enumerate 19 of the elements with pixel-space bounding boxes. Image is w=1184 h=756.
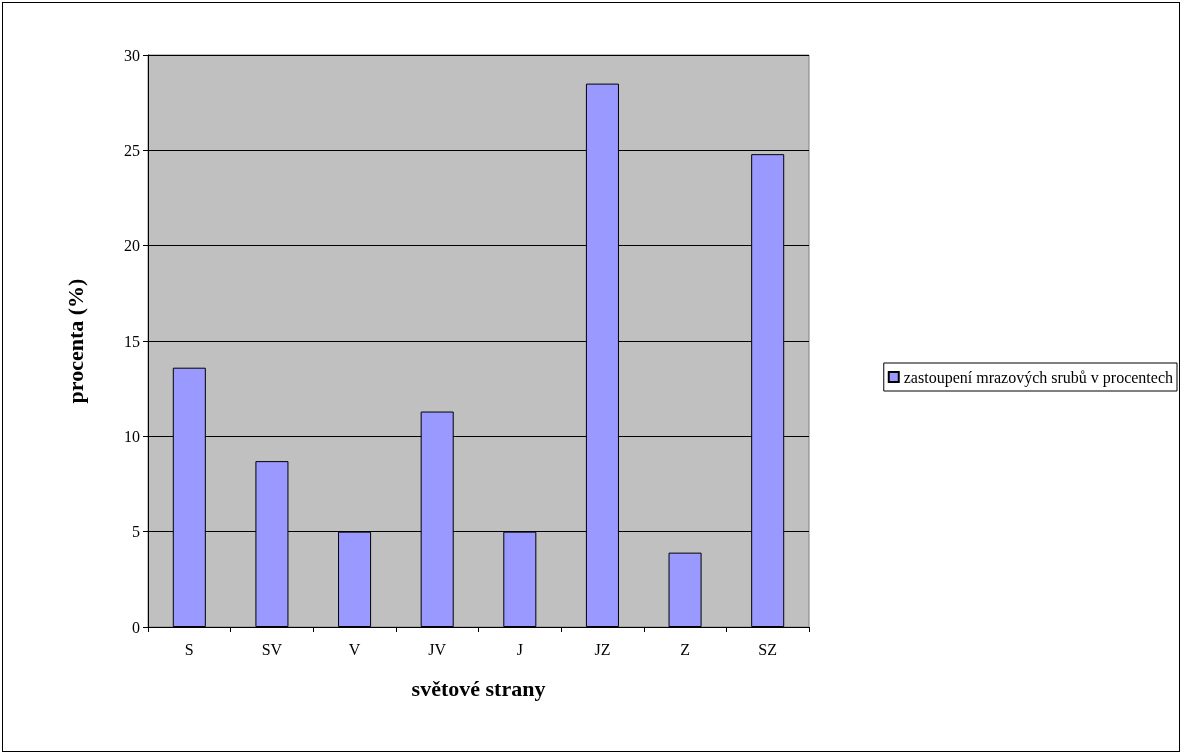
y-tick-label: 20 — [124, 237, 140, 255]
x-tick-label: JZ — [594, 640, 611, 658]
x-tick-label: SZ — [758, 640, 778, 658]
x-axis-title: světové strany — [411, 675, 546, 701]
legend-label: zastoupení mrazových srubů v procentech — [903, 368, 1173, 387]
y-tick-label: 30 — [124, 46, 140, 64]
x-tick-label: S — [184, 640, 194, 658]
x-tick-label: J — [516, 640, 523, 658]
y-tick-label: 5 — [132, 523, 140, 541]
y-tick-label: 25 — [124, 141, 140, 159]
x-tick-label: JV — [428, 640, 447, 658]
x-tick-label: SV — [261, 640, 283, 658]
y-tick-label: 15 — [124, 332, 140, 350]
x-tick-label: Z — [680, 640, 690, 658]
y-axis-title: procenta (%) — [62, 278, 88, 404]
y-tick-label: 10 — [124, 427, 140, 445]
x-tick-label: V — [348, 640, 361, 658]
bar — [668, 552, 702, 627]
y-tick-label: 0 — [132, 618, 140, 636]
